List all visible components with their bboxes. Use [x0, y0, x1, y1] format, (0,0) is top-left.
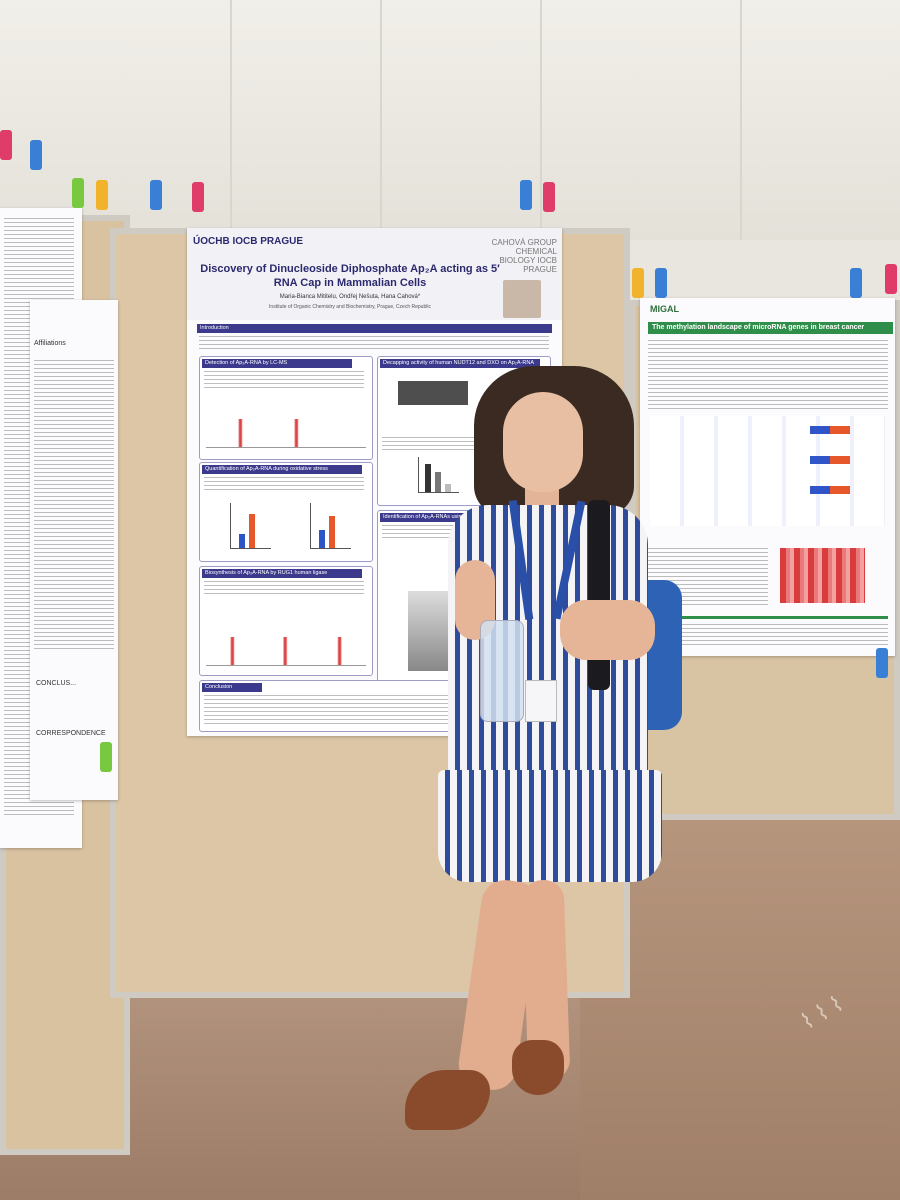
- sandal-right: [512, 1040, 564, 1095]
- author-portrait: [503, 280, 541, 318]
- side-poster: MIGAL The methylation landscape of micro…: [640, 298, 895, 656]
- section-decapping: Decapping activity of human NUDT12 and D…: [380, 359, 540, 368]
- person-right-arm: [560, 600, 655, 660]
- poster-header: ÚOCHB IOCB PRAGUE CAHOVÁ GROUP CHEMICAL …: [187, 228, 562, 320]
- poster-left-front: Affiliations CONCLUS... CORRESPONDENCE: [30, 300, 118, 800]
- clip: [850, 268, 862, 298]
- iocb-logo: ÚOCHB IOCB PRAGUE: [193, 236, 304, 247]
- poster-title: Discovery of Dinucleoside Diphosphate Ap…: [200, 263, 500, 289]
- clip: [192, 182, 204, 212]
- section-quantification-box: Quantification of Ap₂A-RNA during oxidat…: [199, 462, 373, 562]
- section-biosynthesis-box: Biosynthesis of Ap₂A-RNA by RUG1 human l…: [199, 566, 373, 676]
- section-detection-box: Detection of Ap₂A-RNA by LC-MS: [199, 356, 373, 460]
- clip: [0, 130, 12, 160]
- section-detection: Detection of Ap₂A-RNA by LC-MS: [202, 359, 352, 368]
- clip: [96, 180, 108, 210]
- water-bottle: [480, 620, 524, 722]
- migal-logo: MIGAL: [650, 304, 679, 314]
- section-conclusion: Conclusion: [202, 683, 262, 692]
- cahova-group-logo: CAHOVÁ GROUP CHEMICAL BIOLOGY IOCB PRAGU…: [491, 238, 557, 274]
- name-badge: [525, 680, 557, 722]
- backpack-strap: [588, 500, 610, 690]
- clip: [72, 178, 84, 208]
- left-poster-heading: Affiliations: [34, 340, 66, 347]
- clip: [100, 742, 112, 772]
- wall: [0, 0, 900, 240]
- clip: [30, 140, 42, 170]
- section-biosynthesis: Biosynthesis of Ap₂A-RNA by RUG1 human l…: [202, 569, 362, 578]
- section-introduction: Introduction: [197, 324, 552, 333]
- clip: [655, 268, 667, 298]
- left-poster-conclusion: CONCLUS...: [36, 680, 77, 687]
- clip: [876, 648, 888, 678]
- striped-dress-skirt: [438, 770, 662, 882]
- clip: [632, 268, 644, 298]
- sandal-left: [405, 1070, 490, 1130]
- side-poster-title: The methylation landscape of microRNA ge…: [648, 322, 893, 334]
- poster-authors: Maria-Bianca Mititelu, Ondřej Nešuta, Ha…: [279, 294, 421, 300]
- clip: [543, 182, 555, 212]
- left-poster-correspondence: CORRESPONDENCE: [36, 730, 106, 737]
- clip: [520, 180, 532, 210]
- clip: [885, 264, 897, 294]
- clip: [150, 180, 162, 210]
- methylation-heatmap: [780, 548, 865, 603]
- poster-affiliation: Institute of Organic Chemistry and Bioch…: [269, 304, 431, 310]
- person-face: [503, 392, 583, 492]
- section-quantification: Quantification of Ap₂A-RNA during oxidat…: [202, 465, 362, 474]
